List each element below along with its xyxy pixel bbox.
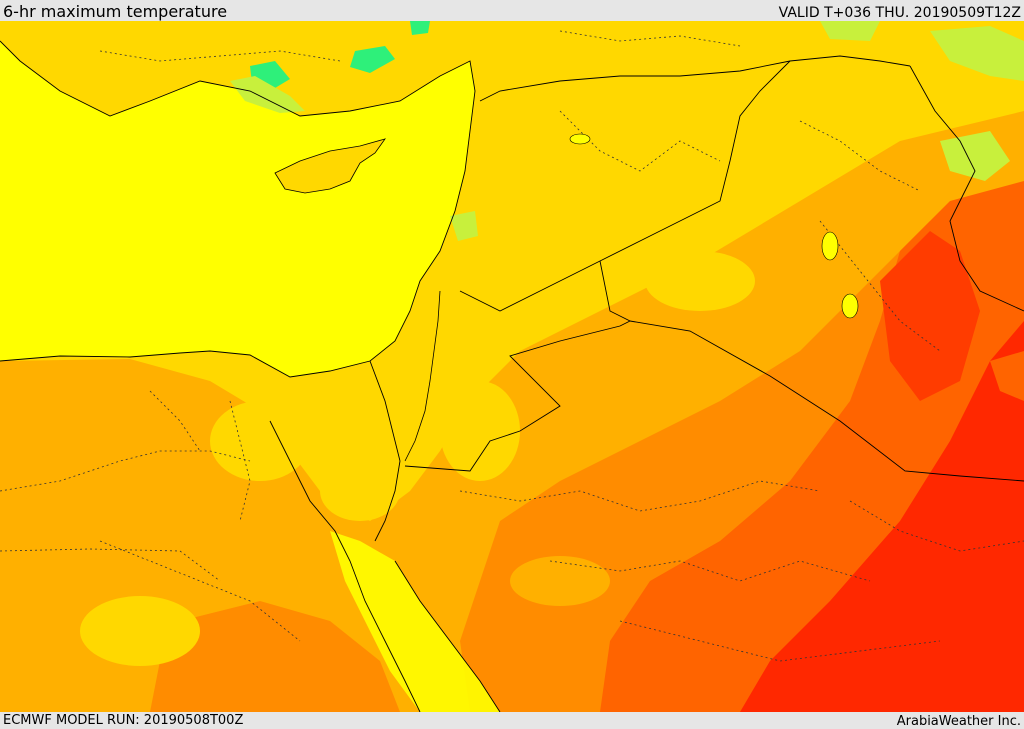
warm-patch-syria xyxy=(645,251,755,311)
turkey-coast xyxy=(0,21,480,116)
gulf-of-suez-coast xyxy=(269,420,421,712)
warm-patch-sinai xyxy=(320,461,400,521)
syria-iraq-border xyxy=(459,60,791,312)
temp-patch-egypt-orange xyxy=(0,371,260,581)
cool-patch-3 xyxy=(410,21,430,35)
map-header: 6-hr maximum temperature VALID T+036 THU… xyxy=(0,0,1024,21)
warm-patch-south xyxy=(80,596,200,666)
cool-patch-6 xyxy=(930,26,1024,81)
temp-patch-south-orange xyxy=(150,601,400,712)
temperature-map xyxy=(0,21,1024,712)
gulf-of-aqaba-coast xyxy=(374,460,401,542)
syria-turkey-border xyxy=(479,55,911,102)
credit-label: ArabiaWeather Inc. xyxy=(896,714,1021,729)
temp-band-red xyxy=(740,321,1024,712)
model-run-label: ECMWF MODEL RUN: 20190508T00Z xyxy=(3,713,244,728)
warm-patch-egypt xyxy=(210,401,310,481)
cyprus-island xyxy=(274,138,386,194)
lake-razazza xyxy=(841,293,859,319)
jordan-saudi-border xyxy=(404,260,632,472)
cool-patch-8 xyxy=(940,131,1010,181)
mediterranean-coastline xyxy=(0,40,476,378)
lake-tharthar xyxy=(821,231,839,261)
iraq-saudi-border xyxy=(629,320,1024,482)
temperature-map-canvas xyxy=(0,21,1024,712)
cool-patch-7 xyxy=(450,211,478,241)
persian-gulf xyxy=(990,351,1024,401)
cool-patch-5 xyxy=(820,21,880,41)
warm-patch-saudi xyxy=(510,556,610,606)
cool-patch-2 xyxy=(350,46,395,73)
lake-assad xyxy=(569,133,591,145)
iraq-iran-border xyxy=(909,65,1024,312)
map-title: 6-hr maximum temperature xyxy=(3,2,228,21)
red-sea xyxy=(330,531,500,712)
egypt-israel-border xyxy=(369,360,401,462)
temp-patch-iraq-red xyxy=(880,231,980,401)
valid-time-label: VALID T+036 THU. 20190509T12Z xyxy=(778,5,1021,21)
red-sea-east-coast xyxy=(394,560,501,712)
internal-boundaries xyxy=(0,30,1024,662)
map-footer: ECMWF MODEL RUN: 20190508T00Z ArabiaWeat… xyxy=(0,712,1024,729)
cool-patch-4 xyxy=(230,76,305,113)
jordan-river xyxy=(404,290,441,462)
warm-patch-jordan xyxy=(440,381,520,481)
